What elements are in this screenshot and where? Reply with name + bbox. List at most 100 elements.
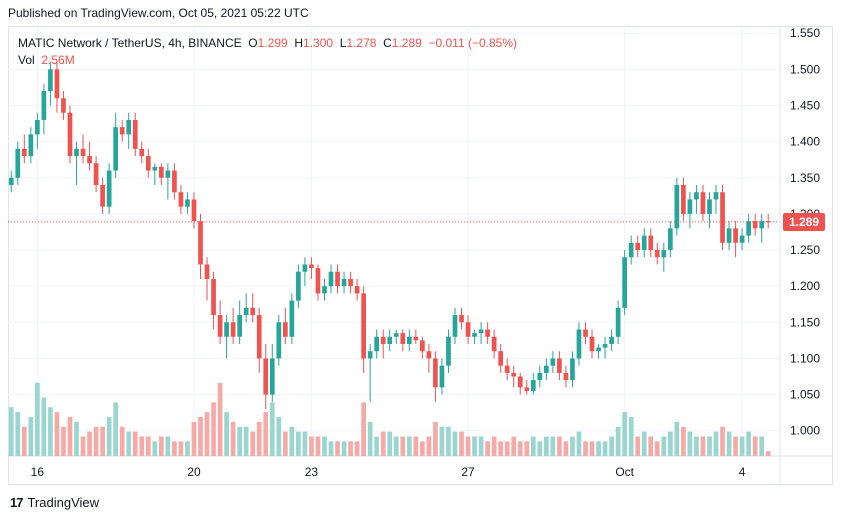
- candle-body: [478, 329, 484, 334]
- volume-bar: [746, 431, 751, 456]
- candle: [354, 278, 360, 301]
- volume-bar: [230, 421, 236, 456]
- candle-body: [635, 242, 641, 251]
- volume-bar: [537, 441, 543, 456]
- candle: [328, 264, 334, 294]
- candle: [126, 112, 132, 149]
- candle: [61, 91, 66, 120]
- x-tick-label: Oct: [615, 465, 634, 479]
- volume-bar: [328, 441, 334, 456]
- volume-bar: [622, 412, 628, 456]
- volume-bar: [739, 436, 745, 456]
- candle: [576, 322, 582, 366]
- candle-body: [211, 278, 216, 316]
- chart-frame: [8, 26, 833, 485]
- volume-bar: [596, 441, 601, 456]
- volume-bar: [570, 436, 575, 456]
- volume-bar: [472, 436, 477, 456]
- volume-bar: [687, 431, 693, 456]
- candle: [152, 163, 158, 185]
- candle-body: [465, 322, 471, 337]
- candle: [700, 184, 706, 222]
- candle-body: [237, 315, 243, 337]
- candle-body: [583, 329, 588, 337]
- candle-body: [700, 192, 706, 214]
- candle-body: [413, 336, 419, 341]
- candle-body: [406, 336, 412, 344]
- candle-body: [765, 221, 771, 223]
- candle-body: [380, 336, 386, 344]
- candle-body: [15, 148, 21, 178]
- candle-body: [302, 264, 308, 272]
- candle: [622, 250, 628, 316]
- candle-body: [322, 286, 327, 294]
- volume-bar: [485, 441, 490, 456]
- candle-body: [348, 278, 353, 287]
- y-tick-label: 1.350: [790, 171, 820, 185]
- candle-body: [158, 166, 164, 178]
- candle-body: [557, 358, 562, 373]
- close-label: C: [383, 36, 392, 50]
- y-tick-label: 1.000: [790, 424, 820, 438]
- candle: [119, 119, 125, 142]
- volume-bar: [74, 421, 79, 456]
- candle-body: [106, 170, 112, 207]
- footer-brand[interactable]: 17 TradingView: [10, 495, 99, 510]
- candle-body: [759, 221, 765, 229]
- legend-volume-row: Vol 2.56M: [18, 52, 517, 69]
- candle-body: [132, 119, 138, 149]
- volume-bar: [237, 426, 243, 456]
- volume-bar: [256, 421, 262, 456]
- candle: [113, 112, 119, 178]
- volume-bar: [726, 431, 732, 456]
- volume-bar: [367, 421, 373, 456]
- candle: [654, 242, 660, 265]
- volume-bar: [459, 431, 464, 456]
- volume-bar: [583, 441, 588, 456]
- candle: [145, 148, 151, 178]
- candle: [178, 184, 184, 214]
- volume-bar: [707, 436, 712, 456]
- candle-body: [263, 358, 269, 395]
- volume-bar: [635, 436, 641, 456]
- candle: [54, 62, 60, 113]
- candle: [93, 156, 99, 193]
- low-value: 1.278: [346, 36, 377, 50]
- candle: [524, 380, 530, 395]
- symbol-label[interactable]: MATIC Network / TetherUS, 4h, BINANCE: [18, 36, 242, 50]
- volume-bar: [243, 426, 249, 456]
- candle: [211, 271, 216, 330]
- candle-body: [315, 268, 321, 294]
- volume-bar: [80, 436, 86, 456]
- candle: [641, 228, 647, 258]
- volume-bar: [661, 436, 667, 456]
- low-label: L: [339, 36, 347, 50]
- candle-body: [8, 177, 14, 185]
- volume-bar: [380, 431, 386, 456]
- candle-body: [230, 322, 236, 337]
- candle: [282, 307, 288, 344]
- x-tick-label: 16: [31, 465, 45, 479]
- volume-bar: [48, 407, 53, 456]
- volume-bar: [21, 426, 27, 456]
- candle-body: [165, 170, 171, 178]
- candle: [511, 365, 517, 388]
- candlestick-chart[interactable]: 1.550 1.500 1.450 1.400 1.350 1.300 1.250 1.200…: [8, 26, 833, 485]
- volume-bar: [172, 441, 177, 456]
- candle-body: [752, 221, 758, 229]
- candle: [648, 228, 654, 258]
- volume-bar: [491, 436, 497, 456]
- volume-bar: [374, 436, 380, 456]
- candle-body: [524, 387, 530, 391]
- candle: [335, 264, 340, 294]
- volume-bar: [426, 436, 432, 456]
- candle-body: [596, 347, 601, 352]
- candle-body: [485, 329, 490, 337]
- candle: [635, 235, 641, 258]
- volume-bar: [106, 417, 112, 456]
- candle-body: [576, 329, 582, 359]
- candle: [517, 372, 523, 395]
- candle: [530, 372, 536, 395]
- volume-bar: [667, 431, 673, 456]
- candle-body: [550, 358, 556, 366]
